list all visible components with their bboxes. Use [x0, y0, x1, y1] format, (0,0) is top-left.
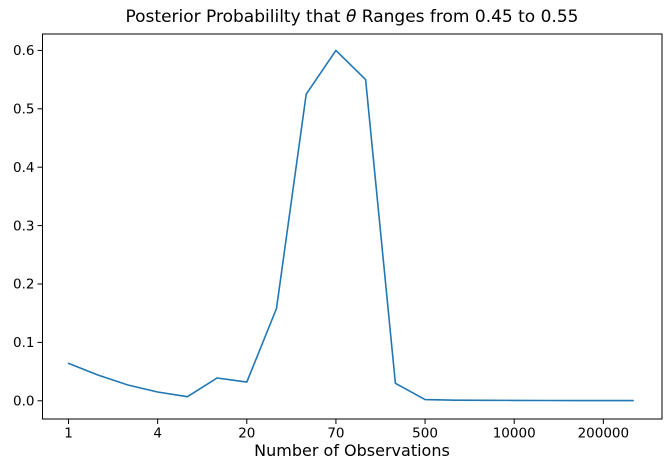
x-tick-label: 200000 [578, 426, 630, 442]
y-tick-label: 0.4 [13, 160, 34, 176]
x-tick-label: 70 [327, 426, 344, 442]
chart-title-pre: Posterior Probabililty that [125, 7, 346, 27]
posterior-probability-line [67, 49, 634, 402]
x-tick-label: 4 [153, 426, 162, 442]
y-tick-label: 0.6 [13, 43, 34, 59]
y-tick-label: 0.1 [13, 335, 34, 351]
x-tick-label: 10000 [493, 426, 536, 442]
x-tick-label: 20 [238, 426, 255, 442]
x-tick-label: 1 [64, 426, 73, 442]
chart-title: Posterior Probabililty that θ Ranges fro… [42, 7, 662, 27]
x-axis-label: Number of Observations [254, 441, 450, 460]
axes-frame [42, 33, 663, 420]
y-tick-label: 0.2 [13, 277, 34, 293]
x-tick-label: 500 [412, 426, 438, 442]
y-tick-label: 0.5 [13, 102, 34, 118]
chart-title-theta: θ [345, 7, 357, 27]
chart-title-post: Ranges from 0.45 to 0.55 [356, 7, 579, 27]
y-tick-label: 0.3 [13, 218, 34, 234]
y-tick-label: 0.0 [13, 394, 34, 410]
